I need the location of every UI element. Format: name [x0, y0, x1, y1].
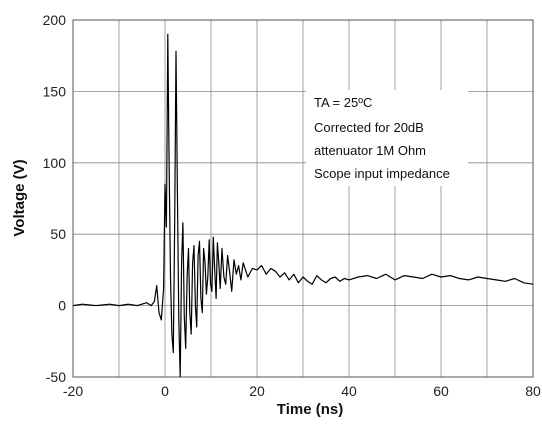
x-tick-label: 20 [249, 383, 265, 399]
y-tick-labels: -50 0 50 100 150 200 [43, 12, 67, 385]
series-layer [72, 33, 534, 378]
y-tick-label: 0 [58, 298, 66, 314]
y-tick-label: -50 [46, 369, 66, 385]
annotation-box: TA = 25ºC Corrected for 20dB attenuator … [306, 90, 468, 186]
x-axis-title: Time (ns) [277, 401, 343, 418]
y-axis-title: Voltage (V) [11, 159, 28, 236]
annotation-line: TA = 25ºC [314, 95, 372, 110]
annotation-line: attenuator 1M Ohm [314, 143, 426, 158]
y-tick-label: 200 [43, 12, 67, 28]
plot-frame [72, 19, 534, 378]
annotation-line: Corrected for 20dB [314, 120, 424, 135]
x-tick-label: 60 [433, 383, 449, 399]
x-tick-label: 0 [161, 383, 169, 399]
y-tick-label: 150 [43, 83, 67, 99]
annotation-line: Scope input impedance [314, 166, 450, 181]
y-tick-label: 50 [50, 226, 66, 242]
x-tick-label: 80 [525, 383, 541, 399]
series-line [72, 33, 534, 378]
y-tick-label: 100 [43, 155, 67, 171]
x-tick-labels: -20 0 20 40 60 80 [63, 383, 541, 399]
x-tick-label: 40 [341, 383, 357, 399]
x-tick-label: -20 [63, 383, 83, 399]
